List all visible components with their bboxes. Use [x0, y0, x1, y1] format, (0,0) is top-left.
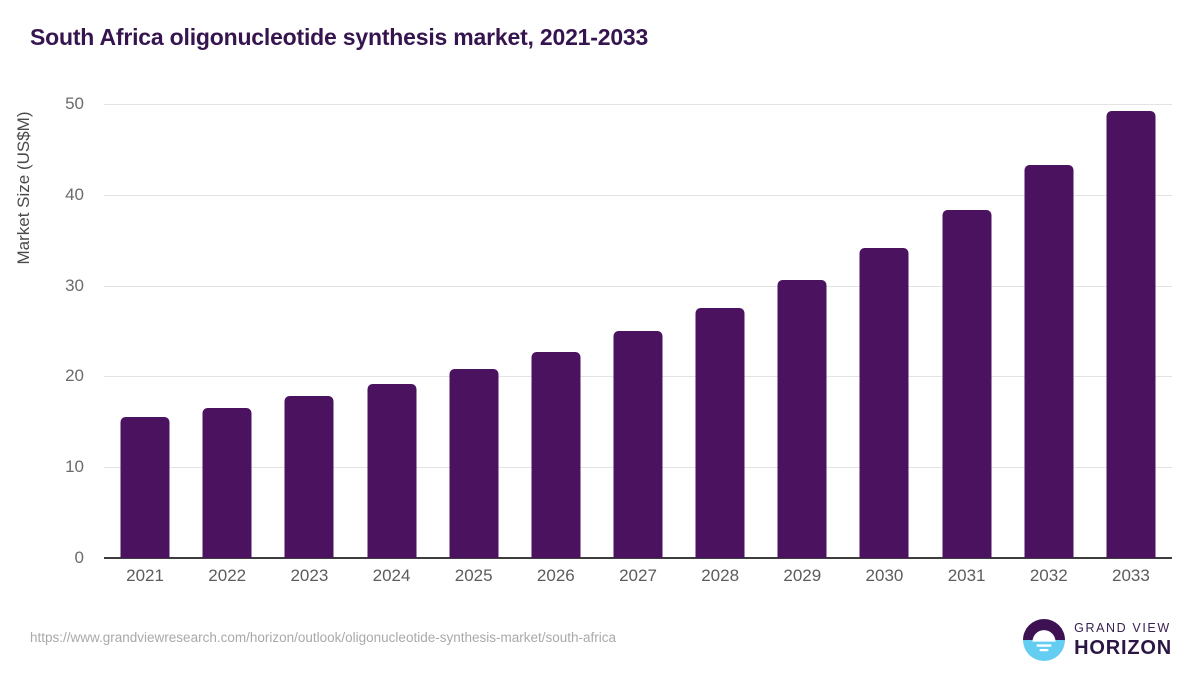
gridline [104, 285, 1172, 287]
x-tick-label: 2029 [783, 566, 822, 585]
bar[interactable] [613, 331, 663, 558]
y-tick-label: 0 [74, 548, 84, 567]
brand-logo: GRAND VIEW HORIZON [1023, 619, 1172, 661]
x-tick-label: 2033 [1112, 566, 1150, 585]
bar[interactable] [859, 248, 909, 558]
x-tick-label: 2026 [536, 566, 575, 585]
bar[interactable] [284, 396, 334, 558]
bar-slot [104, 104, 186, 558]
x-tick-label: 2025 [454, 566, 493, 585]
bar-series [104, 104, 1172, 558]
y-tick-label: 30 [65, 275, 84, 295]
logo-wordmark: GRAND VIEW HORIZON [1074, 622, 1172, 658]
gridline [104, 104, 1172, 105]
bar[interactable] [1106, 111, 1156, 558]
source-url[interactable]: https://www.grandviewresearch.com/horizo… [30, 630, 617, 645]
bar-slot [515, 104, 597, 558]
x-tick-label: 2030 [865, 566, 904, 585]
x-axis-line [104, 557, 1172, 559]
logo-line-2: HORIZON [1074, 636, 1172, 659]
bar[interactable] [1024, 164, 1074, 558]
horizon-logo-icon [1023, 619, 1066, 661]
bar[interactable] [777, 280, 827, 558]
bar[interactable] [449, 369, 499, 558]
x-tick-label: 2028 [701, 566, 740, 585]
bar-slot [268, 104, 350, 558]
y-tick-label: 40 [65, 184, 84, 204]
x-tick-label: 2027 [619, 566, 657, 585]
bar[interactable] [531, 351, 581, 558]
page-title: South Africa oligonucleotide synthesis m… [30, 24, 649, 50]
x-tick-label: 2021 [126, 566, 164, 585]
y-tick-label: 10 [65, 457, 84, 477]
bar-slot [1008, 104, 1090, 558]
logo-line-1: GRAND VIEW [1074, 621, 1171, 636]
bar[interactable] [695, 308, 745, 558]
x-tick-label: 2024 [372, 566, 411, 585]
bar-slot [1090, 104, 1172, 558]
bar-slot [761, 104, 843, 558]
bar-slot [186, 104, 268, 558]
bar-slot [926, 104, 1008, 558]
bar-slot [597, 104, 679, 558]
x-tick-label: 2031 [947, 566, 986, 585]
x-tick-label: 2032 [1029, 566, 1068, 585]
y-tick-label: 20 [65, 366, 84, 386]
bar[interactable] [367, 383, 417, 558]
y-tick-label: 50 [65, 94, 84, 113]
bar[interactable] [120, 417, 170, 558]
bar-slot [843, 104, 925, 558]
bar[interactable] [202, 408, 252, 558]
bar[interactable] [942, 210, 992, 558]
x-axis-ticks: 2021 2022 2023 2024 2025 2026 2027 2028 2029 2030… [104, 566, 1172, 596]
x-tick-label: 2023 [290, 566, 329, 585]
bar-slot [350, 104, 432, 558]
x-tick-label: 2022 [208, 566, 247, 585]
bar-slot [679, 104, 761, 558]
gridline [104, 194, 1172, 196]
y-axis-ticks: 0 10 20 30 40 50 [0, 94, 84, 567]
bar-slot [433, 104, 515, 558]
